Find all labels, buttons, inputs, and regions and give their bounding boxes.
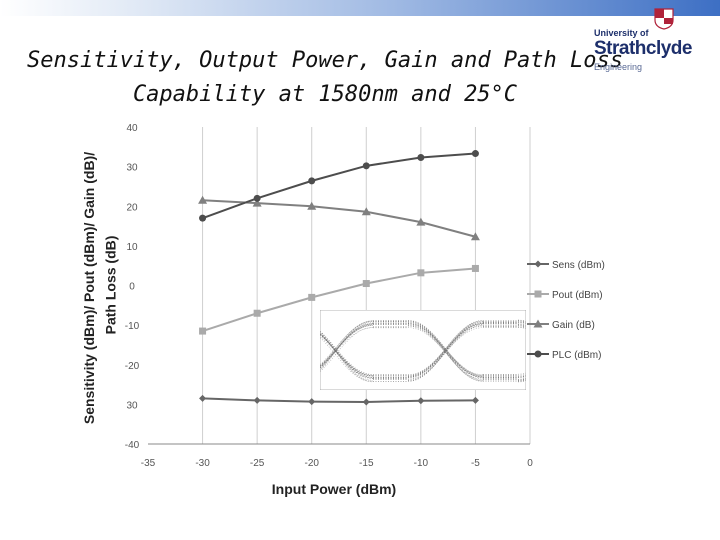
eye-trace: [320, 327, 374, 373]
series-line: [202, 152, 476, 220]
series-line: [202, 267, 476, 333]
data-point: [534, 290, 542, 298]
eye-trace: [320, 324, 374, 366]
data-point: [199, 214, 207, 222]
eye-trace: [407, 323, 484, 382]
y-tick-label: 0: [129, 282, 135, 293]
x-axis-label: Input Power (dBm): [272, 481, 396, 497]
eye-trace: [407, 325, 484, 376]
slide-title-line1: Sensitivity, Output Power, Gain and Path…: [26, 48, 624, 73]
y-axis-label-line1: Sensitivity (dBm)/ Pout (dBm)/ Gain (dB)…: [81, 151, 98, 425]
y-tick-label: 30: [126, 163, 138, 174]
eye-trace: [407, 327, 484, 377]
series-line: [202, 199, 476, 238]
eye-trace: [407, 324, 484, 378]
slide-title-line2: Capability at 1580nm and 25°C: [132, 82, 518, 107]
data-point: [253, 396, 261, 404]
y-axis-label-line2: Path Loss (dB): [101, 235, 118, 335]
eye-trace: [407, 325, 484, 380]
data-point: [252, 198, 262, 207]
data-point: [361, 207, 371, 216]
eye-trace: [407, 327, 484, 377]
chart-ticks: -35 -30 -25 -20 -15 -10 -5 0 40 30 20 10 0 -10 -20 30 -4…: [125, 123, 533, 469]
eye-trace: [320, 332, 374, 377]
data-point: [534, 350, 542, 358]
data-point: [307, 201, 317, 210]
crest-icon: [654, 8, 674, 30]
eye-trace: [320, 327, 374, 367]
y-tick-label: 40: [126, 123, 138, 134]
x-tick-label: -25: [250, 458, 265, 469]
y-tick-label: -40: [125, 440, 140, 451]
eye-trace: [407, 322, 484, 378]
data-point: [471, 150, 479, 158]
x-tick-label: -20: [304, 458, 319, 469]
data-point: [253, 194, 261, 202]
x-tick-label: -35: [141, 458, 156, 469]
eye-trace: [320, 323, 374, 369]
legend-label: Pout (dBm): [552, 290, 603, 301]
eye-trace: [407, 323, 484, 378]
y-tick-label: 30: [126, 400, 138, 411]
eye-diagram-inset: [320, 310, 526, 390]
data-point: [253, 309, 261, 317]
y-tick-label: -10: [125, 321, 140, 332]
x-tick-label: -5: [471, 458, 480, 469]
data-point: [417, 397, 425, 405]
logo-name: Strathclyde: [594, 38, 692, 59]
eye-trace: [407, 321, 484, 377]
data-point: [471, 264, 479, 272]
data-point: [199, 394, 207, 402]
data-point: [417, 269, 425, 277]
eye-trace: [407, 320, 484, 382]
data-point: [362, 162, 370, 170]
header-gradient-bar: [0, 0, 720, 16]
eye-trace: [320, 320, 374, 368]
eye-trace: [407, 320, 484, 382]
data-point: [308, 177, 316, 185]
data-point: [362, 280, 370, 288]
logo-subtext: Engineering: [594, 62, 643, 72]
data-point: [533, 319, 543, 328]
x-tick-label: -10: [414, 458, 429, 469]
y-tick-label: -20: [125, 361, 140, 372]
eye-trace: [407, 323, 484, 382]
eye-diagram-background: [320, 310, 526, 390]
data-point: [308, 293, 316, 301]
x-tick-label: 0: [527, 458, 533, 469]
eye-trace: [320, 330, 374, 375]
x-tick-label: -30: [195, 458, 210, 469]
data-point: [417, 154, 425, 162]
eye-trace: [320, 320, 374, 367]
y-tick-label: 10: [126, 242, 138, 253]
chart-series: [198, 150, 480, 406]
data-point: [362, 398, 370, 406]
x-tick-label: -15: [359, 458, 374, 469]
legend-label: PLC (dBm): [552, 350, 601, 361]
data-point: [198, 195, 208, 204]
legend-label: Sens (dBm): [552, 260, 605, 271]
eye-trace: [407, 320, 484, 378]
eye-trace: [407, 325, 484, 376]
university-logo: University of Strathclyde Engineering: [594, 8, 716, 74]
logo-small-text: University of: [594, 28, 649, 38]
chart-legend: Sens (dBm) Pout (dBm) Gain (dB) PLC (dBm): [527, 260, 605, 361]
eye-trace: [320, 323, 374, 367]
data-point: [471, 396, 479, 404]
data-point: [470, 232, 480, 241]
y-tick-label: 20: [126, 202, 138, 213]
data-point: [534, 260, 542, 268]
data-point: [199, 327, 207, 335]
legend-label: Gain (dB): [552, 320, 595, 331]
eye-trace: [320, 331, 374, 378]
data-point: [308, 398, 316, 406]
series-line: [202, 397, 476, 403]
data-point: [416, 217, 426, 226]
